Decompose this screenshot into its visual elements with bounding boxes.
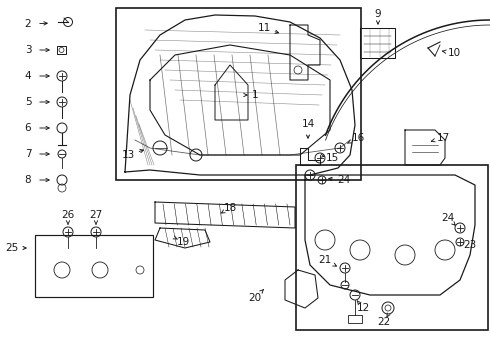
Bar — [116, 8, 361, 180]
Text: 20: 20 — [248, 293, 262, 303]
Text: 26: 26 — [61, 210, 74, 220]
Text: 6: 6 — [24, 123, 31, 133]
Text: 3: 3 — [24, 45, 31, 55]
Text: 13: 13 — [122, 150, 135, 160]
Text: 1: 1 — [252, 90, 258, 100]
Text: 15: 15 — [325, 153, 339, 163]
Text: 9: 9 — [375, 9, 381, 19]
Text: 14: 14 — [301, 119, 315, 129]
Bar — [57, 46, 66, 54]
Text: 11: 11 — [257, 23, 270, 33]
Text: 24: 24 — [338, 175, 351, 185]
Text: 16: 16 — [351, 133, 365, 143]
Bar — [35, 235, 153, 297]
Bar — [348, 315, 362, 323]
Text: 8: 8 — [24, 175, 31, 185]
Text: 22: 22 — [377, 317, 391, 327]
Text: 12: 12 — [356, 303, 369, 313]
Text: 17: 17 — [437, 133, 450, 143]
Text: 27: 27 — [89, 210, 102, 220]
Text: 25: 25 — [5, 243, 19, 253]
Bar — [296, 165, 488, 330]
Text: 19: 19 — [176, 237, 190, 247]
Text: 10: 10 — [447, 48, 461, 58]
Text: 4: 4 — [24, 71, 31, 81]
Text: 18: 18 — [223, 203, 237, 213]
Text: 5: 5 — [24, 97, 31, 107]
Text: 24: 24 — [441, 213, 455, 223]
Text: 2: 2 — [24, 19, 31, 29]
Text: 7: 7 — [24, 149, 31, 159]
Text: 21: 21 — [318, 255, 332, 265]
Text: 23: 23 — [464, 240, 477, 250]
